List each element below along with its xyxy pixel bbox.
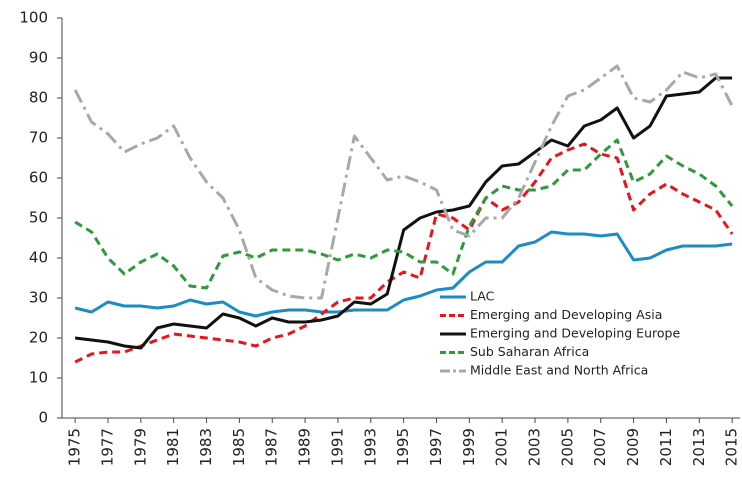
x-tick-label: 2009 [624, 428, 642, 466]
x-tick-label: 2005 [558, 428, 576, 466]
x-tick-label: 1991 [328, 428, 346, 466]
legend-label: Emerging and Developing Asia [470, 307, 662, 322]
series-line [74, 142, 734, 364]
x-tick-label: 1979 [131, 428, 149, 466]
y-tick-label: 60 [29, 169, 48, 187]
x-tick-label: 1989 [296, 428, 314, 466]
x-tick-label: 1987 [263, 428, 281, 466]
x-tick-label: 2011 [657, 428, 675, 466]
x-tick-label: 2003 [526, 428, 544, 466]
series-line [74, 230, 733, 318]
legend-label: Emerging and Developing Europe [470, 326, 680, 341]
series-line [74, 138, 734, 290]
y-tick-label: 40 [29, 249, 48, 267]
y-tick-label: 50 [29, 209, 48, 227]
x-tick-label: 2001 [493, 428, 511, 466]
y-tick-label: 20 [29, 329, 48, 347]
x-tick-label: 1995 [394, 428, 412, 466]
x-tick-label: 2013 [690, 428, 708, 466]
legend-label: Sub Saharan Africa [470, 344, 589, 359]
legend-label: LAC [470, 289, 495, 304]
x-tick-label: 1997 [427, 428, 445, 466]
y-tick-label: 30 [29, 289, 48, 307]
series-line [74, 76, 733, 350]
y-tick-label: 80 [29, 89, 48, 107]
legend-label: Middle East and North Africa [470, 363, 648, 378]
x-tick-label: 1977 [98, 428, 116, 466]
x-tick-label: 1983 [197, 428, 215, 466]
y-tick-label: 10 [29, 369, 48, 387]
x-tick-label: 2007 [591, 428, 609, 466]
y-tick-label: 0 [38, 409, 48, 427]
x-tick-label: 2015 [723, 428, 741, 466]
y-tick-label: 100 [19, 9, 48, 27]
x-tick-label: 1993 [361, 428, 379, 466]
x-tick-label: 1981 [164, 428, 182, 466]
x-tick-label: 1975 [66, 428, 84, 466]
x-tick-label: 1985 [230, 428, 248, 466]
x-tick-label: 1999 [460, 428, 478, 466]
y-tick-label: 90 [29, 49, 48, 67]
series-line [73, 64, 734, 300]
y-tick-label: 70 [29, 129, 48, 147]
